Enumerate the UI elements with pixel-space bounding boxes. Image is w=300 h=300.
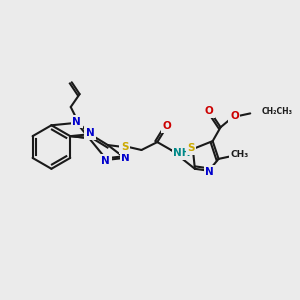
Text: S: S: [187, 143, 195, 153]
Text: NH: NH: [173, 148, 190, 158]
Text: N: N: [121, 153, 130, 163]
Text: S: S: [121, 142, 128, 152]
Text: O: O: [230, 111, 239, 122]
Text: N: N: [101, 156, 110, 166]
Text: O: O: [204, 106, 213, 116]
Text: CH₂CH₃: CH₂CH₃: [262, 107, 293, 116]
Text: N: N: [205, 167, 214, 177]
Text: N: N: [86, 128, 94, 138]
Text: O: O: [163, 121, 172, 131]
Text: N: N: [72, 117, 81, 127]
Text: CH₃: CH₃: [230, 150, 248, 159]
